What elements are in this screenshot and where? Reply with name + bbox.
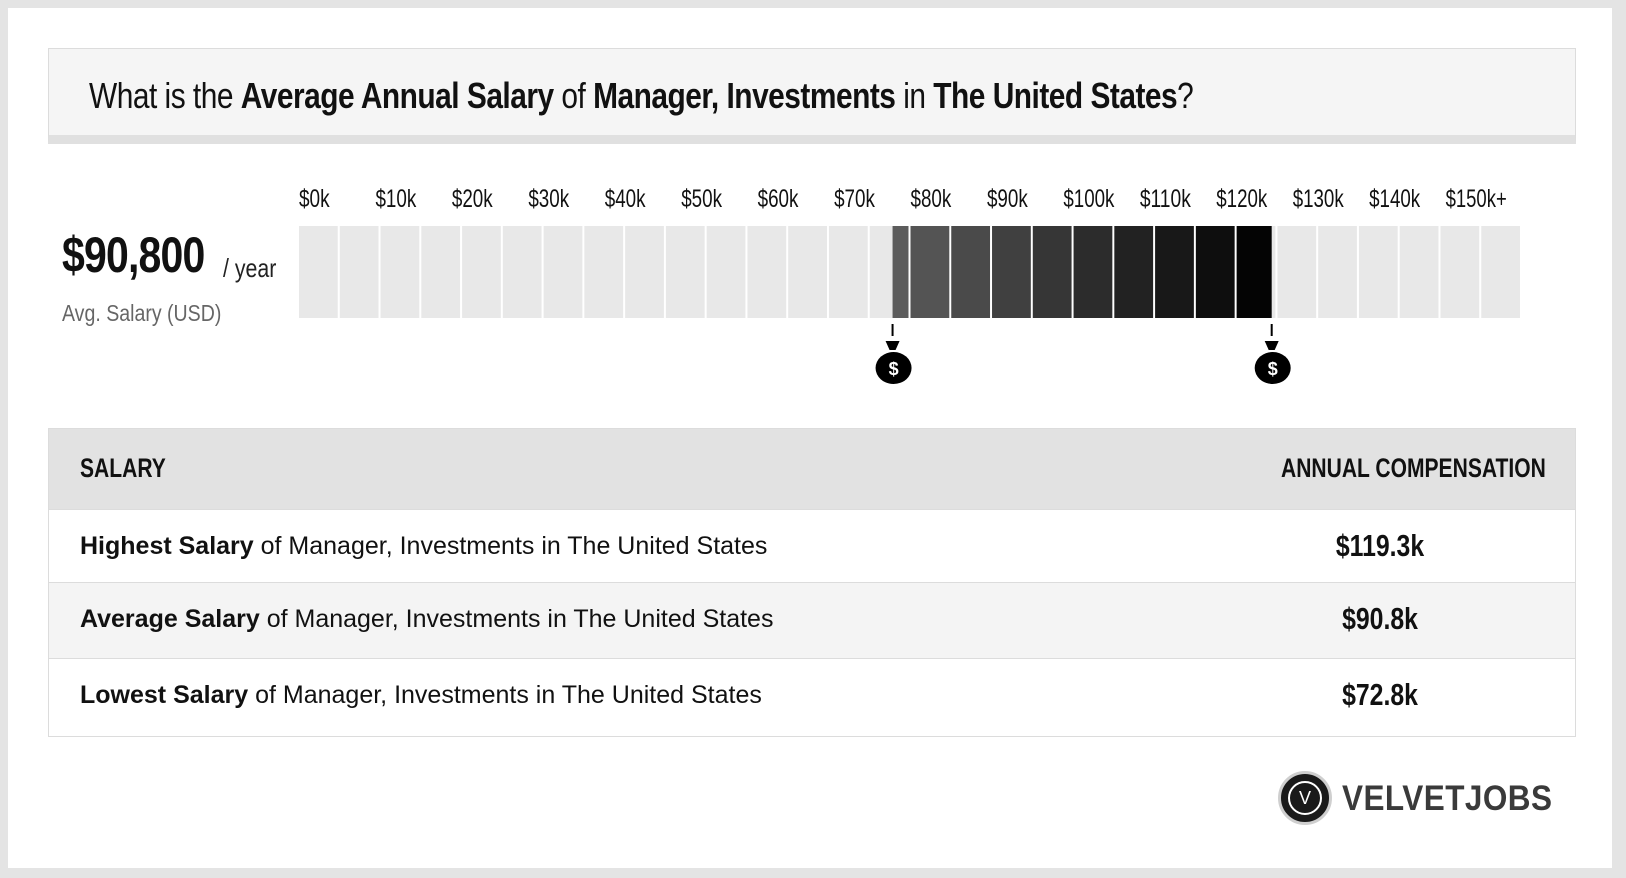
tick-label: $20k xyxy=(452,185,493,213)
bar-segment xyxy=(380,226,420,318)
row-label: Average Salary of Manager, Investments i… xyxy=(80,605,774,633)
bar-segment xyxy=(828,226,868,318)
range-bar-segment xyxy=(1155,226,1194,318)
bar-segment xyxy=(706,226,746,318)
bar-segment xyxy=(299,226,338,318)
row-label: Lowest Salary of Manager, Investments in… xyxy=(80,681,762,709)
svg-text:$: $ xyxy=(1268,359,1278,379)
tick-label: $50k xyxy=(681,185,722,213)
salary-table: SALARY ANNUAL COMPENSATION Highest Salar… xyxy=(48,428,1576,737)
bar-segment xyxy=(1440,226,1480,318)
logo-circle-icon: V xyxy=(1278,771,1332,825)
average-salary-amount: $90,800 xyxy=(62,227,205,283)
tick-label: $30k xyxy=(528,185,569,213)
bar-segment xyxy=(543,226,583,318)
row-value: $119.3k xyxy=(1335,528,1425,563)
range-bar-segment xyxy=(892,226,909,318)
bar-segment xyxy=(339,226,379,318)
tick-label: $80k xyxy=(911,185,952,213)
bar-segment xyxy=(502,226,542,318)
money-bag-high-icon: $ xyxy=(1254,324,1291,384)
bar-segment xyxy=(1277,226,1317,318)
page-title: What is the Average Annual Salary of Man… xyxy=(89,75,1194,116)
row-label: Highest Salary of Manager, Investments i… xyxy=(80,532,768,560)
compensation-column-header: ANNUAL COMPENSATION xyxy=(1281,453,1546,483)
logo-text: VELVETJOBS xyxy=(1342,779,1553,818)
table-row-lowest: Lowest Salary of Manager, Investments in… xyxy=(49,658,1575,734)
range-bar-segment xyxy=(1114,226,1154,318)
tick-label: $10k xyxy=(375,185,416,213)
tick-label: $0k xyxy=(299,185,330,213)
tick-label: $90k xyxy=(987,185,1028,213)
salary-column-header: SALARY xyxy=(80,453,166,483)
table-header: SALARY ANNUAL COMPENSATION xyxy=(49,429,1575,509)
tick-label: $130k xyxy=(1293,185,1344,213)
svg-text:$: $ xyxy=(889,359,899,379)
tick-label: $100k xyxy=(1063,185,1114,213)
range-bar-segment xyxy=(951,226,991,318)
salary-range-chart: $0k $10k $20k $30k $40k $50k $60k $70k $80k $90k $… xyxy=(299,185,1520,384)
tick-label: $60k xyxy=(758,185,799,213)
velvetjobs-logo: V VELVETJOBS xyxy=(1278,771,1578,827)
range-bar-segment xyxy=(1073,226,1113,318)
bar-segment xyxy=(625,226,664,318)
bar-segment xyxy=(421,226,461,318)
bar-segment xyxy=(788,226,827,318)
bar-segment xyxy=(747,226,787,318)
money-bag-low-icon: $ xyxy=(875,324,912,384)
tick-label: $150k+ xyxy=(1446,185,1507,213)
row-value: $90.8k xyxy=(1342,601,1418,636)
bar-segment xyxy=(665,226,705,318)
bar-segment xyxy=(1481,226,1520,318)
salary-card: What is the Average Annual Salary of Man… xyxy=(8,8,1612,868)
row-value: $72.8k xyxy=(1342,677,1418,712)
range-bar-segment xyxy=(1236,226,1272,318)
average-salary-unit: / year xyxy=(223,253,277,283)
bar-segment xyxy=(584,226,624,318)
range-bar-segment xyxy=(1195,226,1235,318)
tick-label: $110k xyxy=(1140,185,1191,213)
tick-label: $120k xyxy=(1216,185,1267,213)
tick-label: $140k xyxy=(1369,185,1420,213)
average-salary-caption: Avg. Salary (USD) xyxy=(62,300,222,326)
range-bar-segment xyxy=(992,226,1031,318)
table-row-highest: Highest Salary of Manager, Investments i… xyxy=(49,509,1575,585)
table-row-average: Average Salary of Manager, Investments i… xyxy=(49,582,1575,658)
tick-label: $40k xyxy=(605,185,646,213)
bar-segment xyxy=(462,226,501,318)
range-bar-segment xyxy=(910,226,950,318)
title-box: What is the Average Annual Salary of Man… xyxy=(48,48,1576,144)
bar-segment xyxy=(1358,226,1398,318)
range-bar-segment xyxy=(1032,226,1072,318)
bar-segment xyxy=(1318,226,1357,318)
tick-label: $70k xyxy=(834,185,875,213)
bar-segment xyxy=(1399,226,1439,318)
